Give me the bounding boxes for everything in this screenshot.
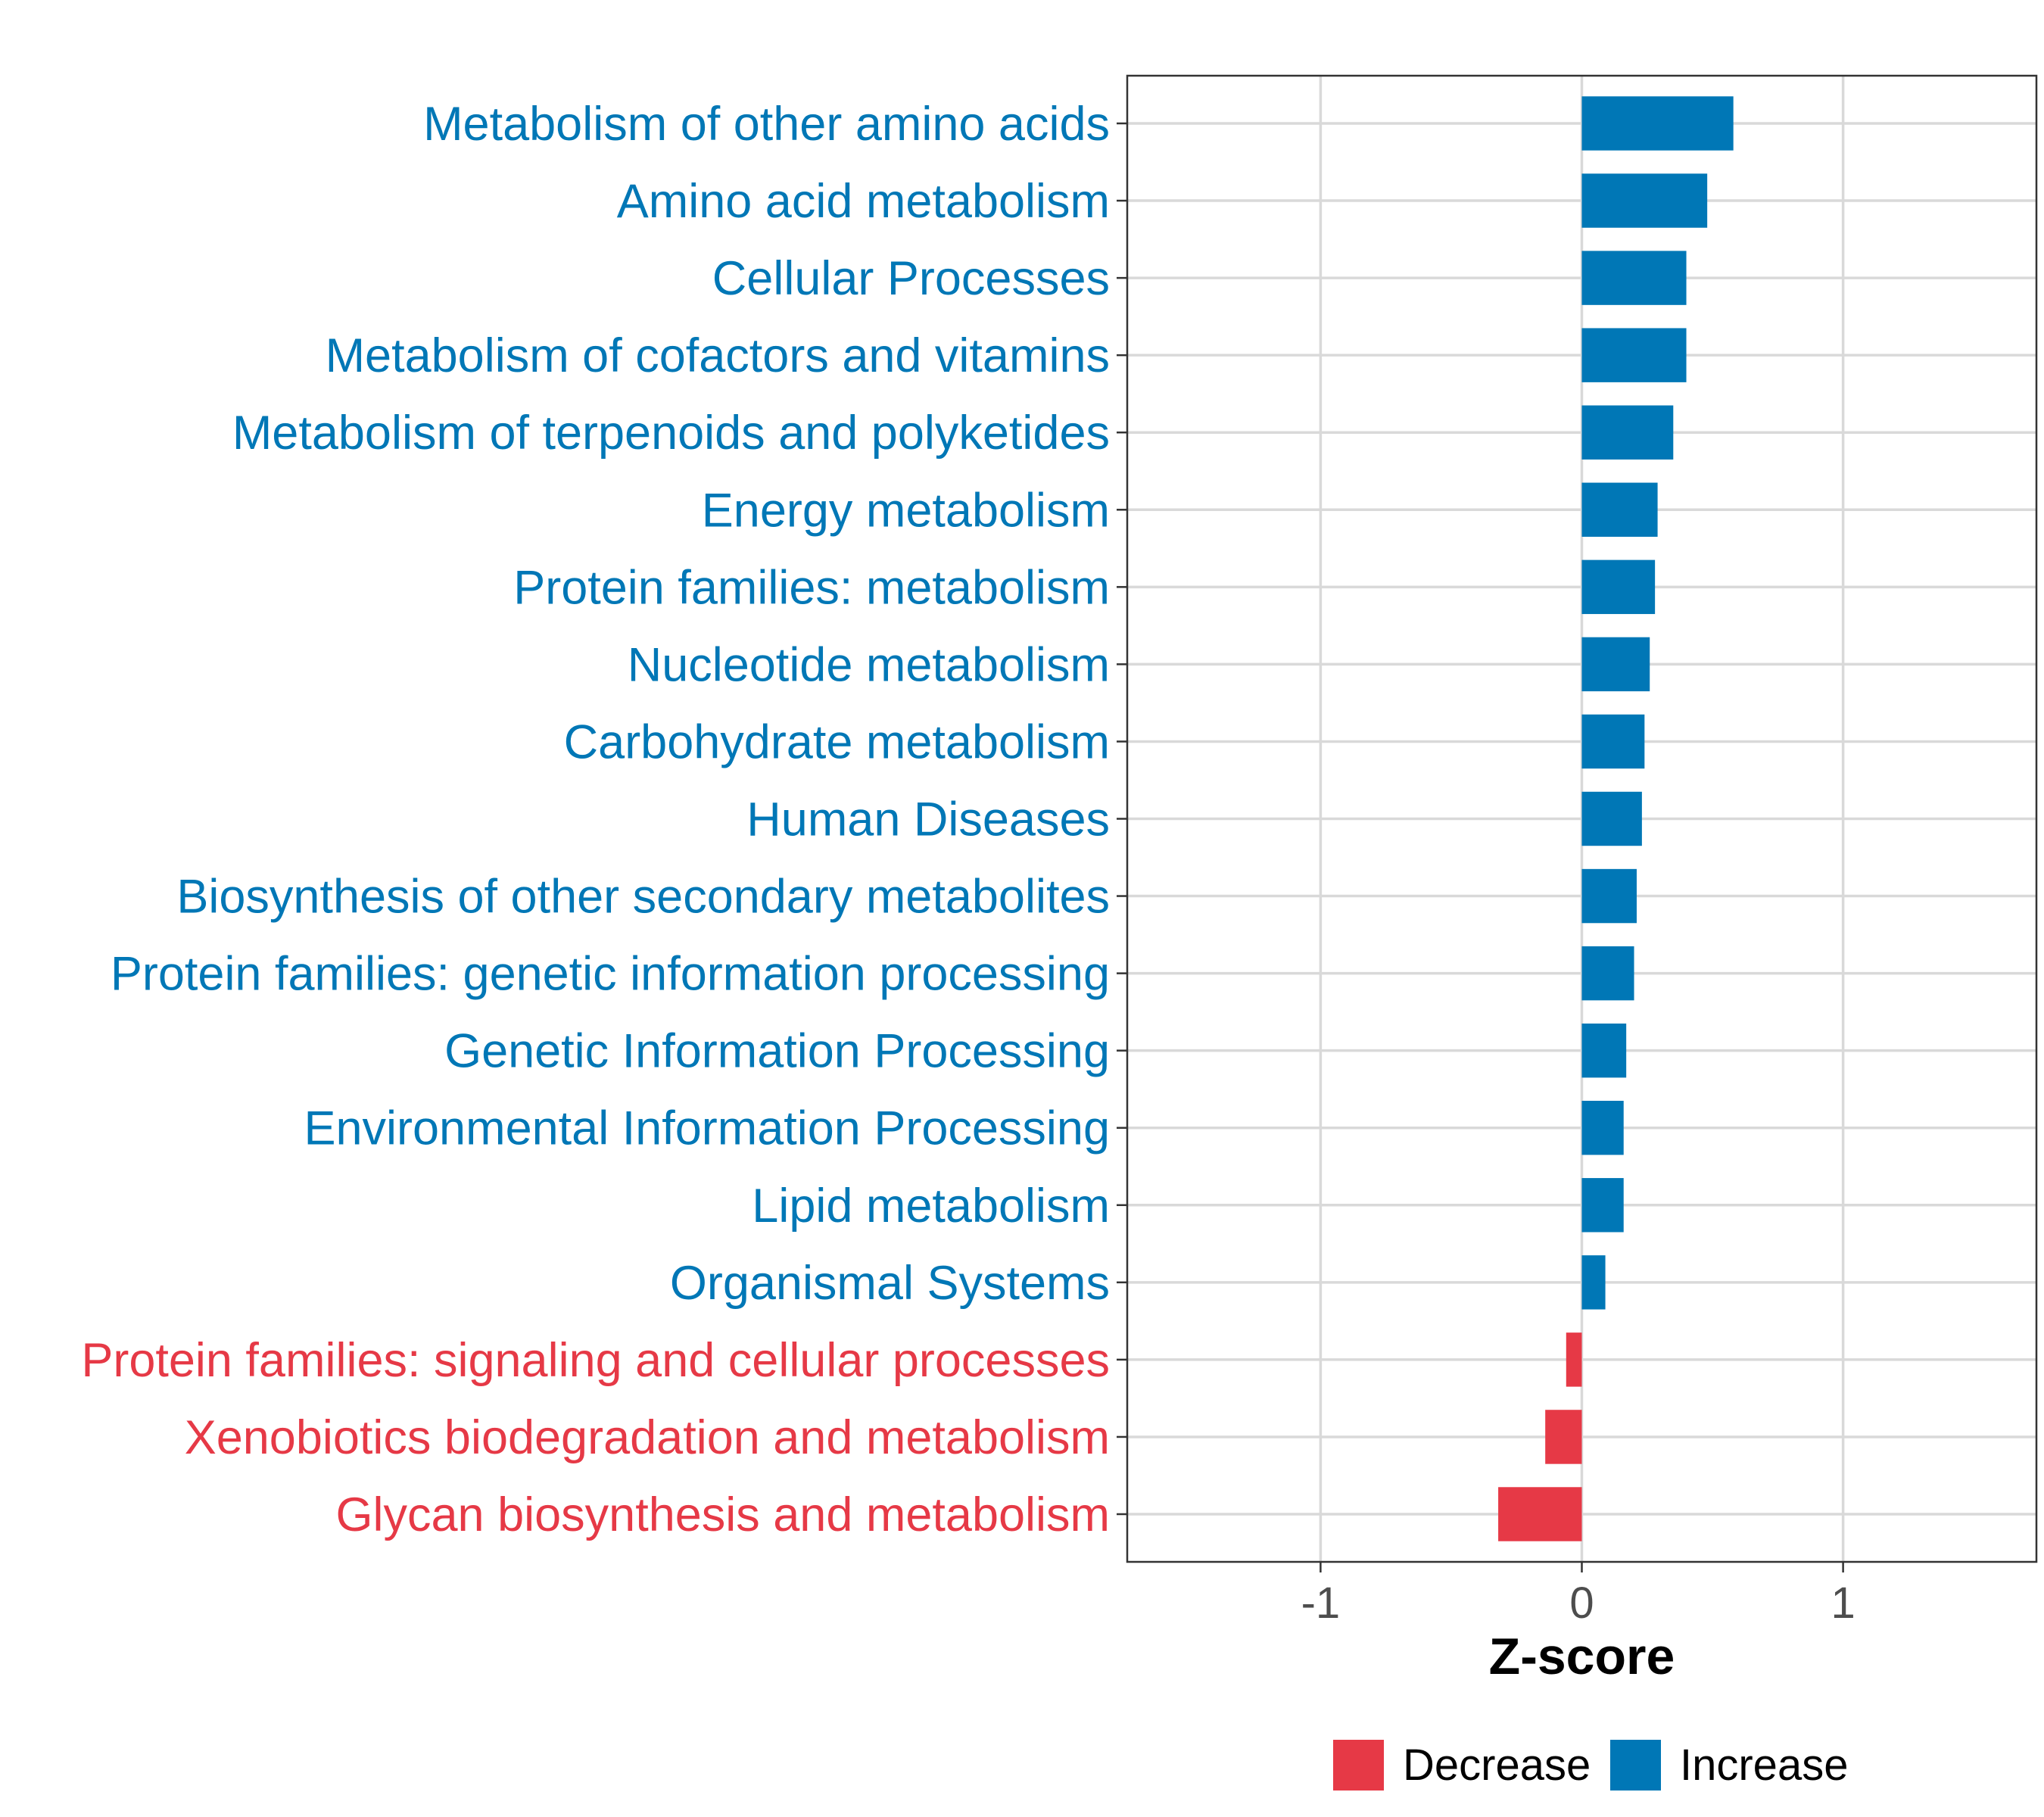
bar — [1581, 1101, 1624, 1155]
bar — [1581, 791, 1642, 846]
category-label: Metabolism of other amino acids — [423, 98, 1110, 151]
legend-key — [1610, 1740, 1661, 1791]
category-label: Lipid metabolism — [752, 1180, 1110, 1233]
category-label: Environmental Information Processing — [304, 1102, 1110, 1155]
category-label: Protein families: signaling and cellular… — [81, 1334, 1110, 1387]
category-label: Biosynthesis of other secondary metaboli… — [176, 871, 1110, 924]
y-axis-ticks — [1117, 122, 1127, 1516]
category-label: Human Diseases — [746, 793, 1110, 846]
bars — [1498, 96, 1734, 1541]
category-label: Nucleotide metabolism — [628, 638, 1110, 691]
category-label: Amino acid metabolism — [617, 175, 1110, 228]
category-labels: Metabolism of other amino acids Amino aci… — [81, 98, 1110, 1541]
category-label: Protein families: metabolism — [513, 561, 1110, 614]
bar — [1545, 1410, 1582, 1464]
bar — [1581, 946, 1634, 1001]
bar — [1581, 173, 1708, 228]
bar — [1498, 1487, 1582, 1541]
legend-key — [1333, 1740, 1384, 1791]
bar — [1581, 714, 1645, 769]
category-label: Organismal Systems — [670, 1257, 1110, 1310]
bar — [1581, 482, 1658, 537]
bar — [1581, 328, 1687, 382]
legend: Decrease Increase — [1333, 1740, 1848, 1791]
category-label: Metabolism of cofactors and vitamins — [326, 329, 1110, 382]
category-label: Protein families: genetic information pr… — [111, 948, 1110, 1001]
bar — [1581, 96, 1734, 151]
bar — [1581, 1023, 1627, 1078]
category-label: Xenobiotics biodegradation and metabolis… — [185, 1411, 1110, 1464]
bar — [1566, 1332, 1582, 1387]
x-tick-label: -1 — [1301, 1579, 1341, 1628]
bar — [1581, 637, 1650, 692]
bar — [1581, 405, 1674, 460]
bar — [1581, 1178, 1624, 1233]
category-label: Genetic Information Processing — [444, 1025, 1110, 1078]
category-label: Carbohydrate metabolism — [564, 715, 1110, 768]
legend-label: Decrease — [1403, 1741, 1591, 1790]
bar — [1581, 868, 1637, 924]
bar — [1581, 1255, 1606, 1310]
x-axis-ticks: -1 0 1 — [1301, 1562, 1855, 1628]
category-label: Glycan biosynthesis and metabolism — [336, 1488, 1111, 1541]
x-axis-title: Z-score — [1489, 1628, 1675, 1685]
x-tick-label: 0 — [1569, 1579, 1594, 1628]
legend-label: Increase — [1680, 1741, 1848, 1790]
bar — [1581, 251, 1687, 305]
category-label: Energy metabolism — [702, 484, 1110, 537]
category-label: Metabolism of terpenoids and polyketides — [232, 407, 1110, 460]
category-label: Cellular Processes — [712, 252, 1110, 305]
x-tick-label: 1 — [1831, 1579, 1855, 1628]
bar — [1581, 559, 1656, 615]
